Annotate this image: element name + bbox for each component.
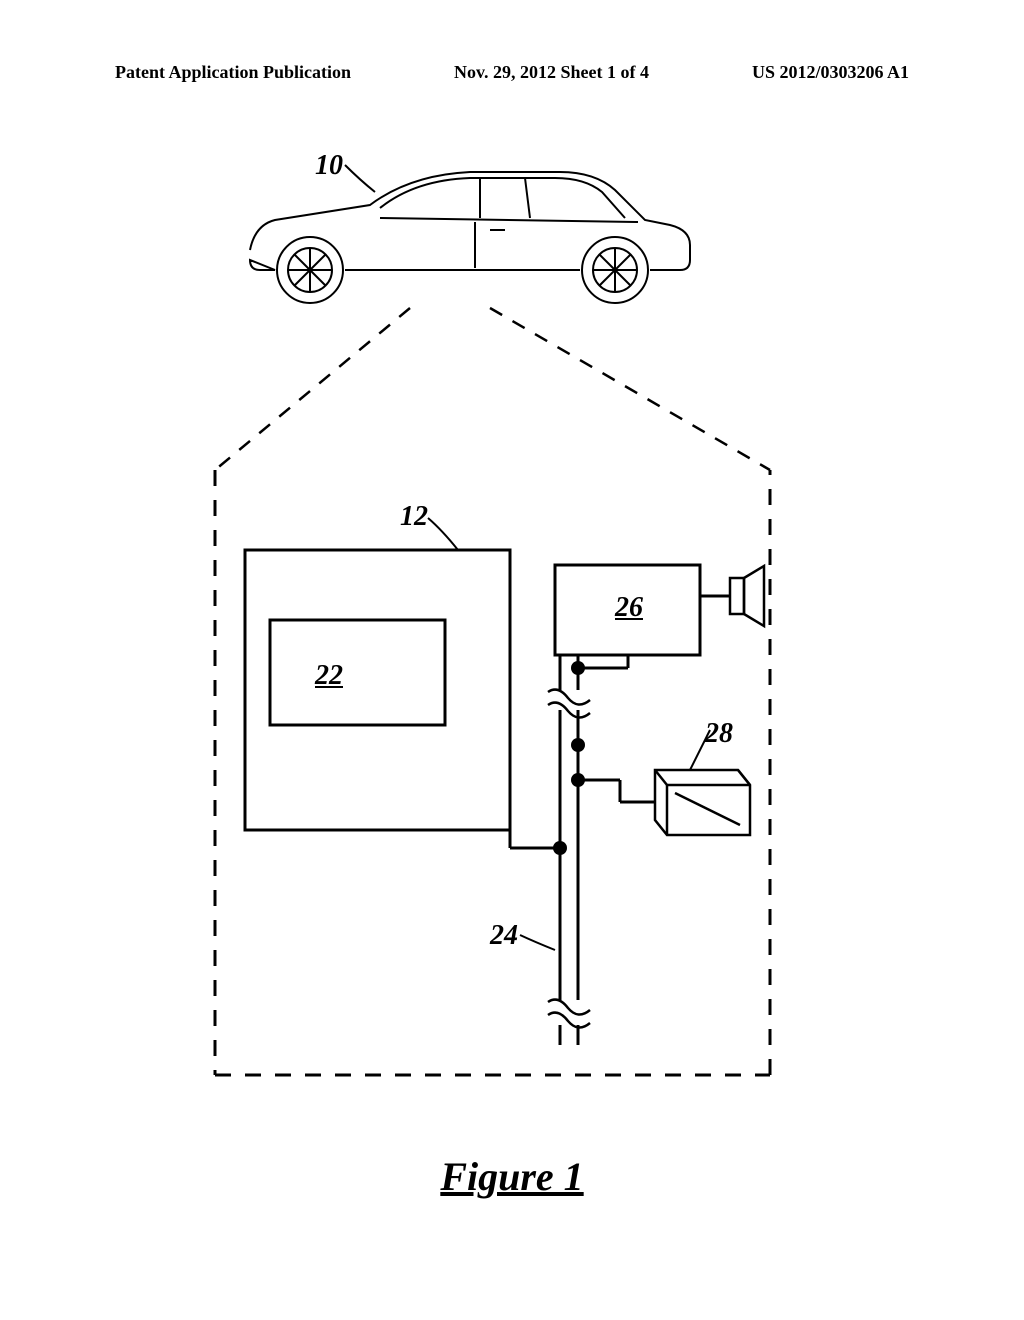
ref-28: 28 [705, 718, 733, 750]
dashed-bounding-box [215, 470, 770, 1075]
figure-label: Figure 1 [440, 1153, 583, 1200]
page-header: Patent Application Publication Nov. 29, … [0, 62, 1024, 83]
box-12 [245, 550, 510, 830]
car-icon [250, 172, 690, 303]
speaker-icon [730, 566, 764, 626]
box-22 [270, 620, 445, 725]
expansion-lines [215, 308, 770, 470]
header-right: US 2012/0303206 A1 [752, 62, 909, 83]
ref-10: 10 [315, 150, 343, 182]
figure-svg [50, 130, 974, 1230]
ref-24: 24 [490, 920, 518, 952]
ref-12: 12 [400, 501, 428, 533]
ref-22: 22 [315, 660, 343, 692]
ref-26: 26 [615, 592, 643, 624]
figure-1: 10 12 22 24 26 28 Figure 1 [50, 130, 974, 1230]
header-left: Patent Application Publication [115, 62, 351, 83]
display-icon [655, 770, 750, 835]
header-center: Nov. 29, 2012 Sheet 1 of 4 [454, 62, 649, 83]
